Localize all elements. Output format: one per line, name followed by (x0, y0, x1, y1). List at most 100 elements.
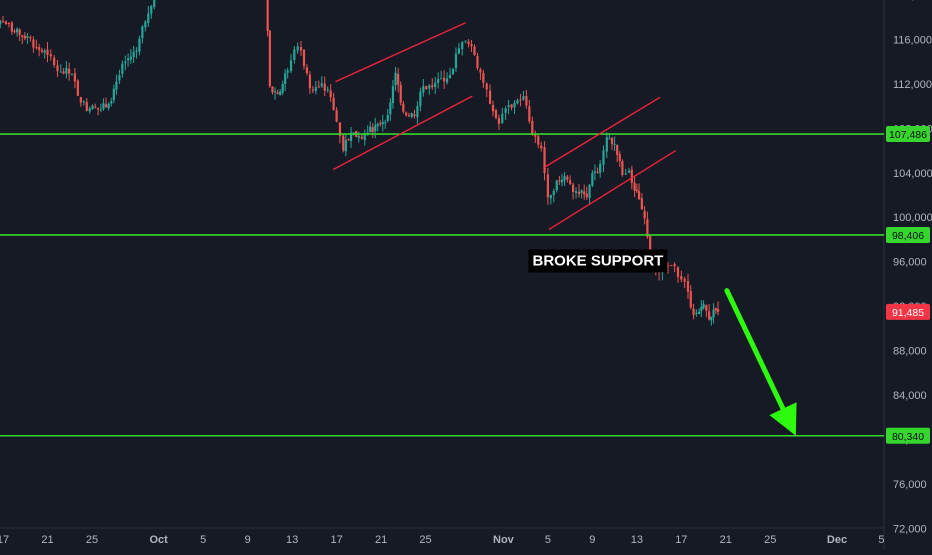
candle-body (273, 91, 277, 93)
candle-body (40, 49, 44, 52)
candle-body (53, 57, 56, 65)
candle-body (124, 61, 127, 64)
candle-body (268, 30, 271, 87)
candle-body (21, 35, 24, 37)
candle-body (91, 105, 94, 110)
candle-body (104, 104, 108, 108)
candle-body (485, 83, 488, 90)
down-arrow-head (769, 402, 797, 436)
candle-body (633, 182, 636, 191)
time-tick-label: 25 (419, 534, 431, 546)
candles (0, 0, 720, 326)
time-tick-label: 21 (41, 534, 53, 546)
candle-body (338, 122, 342, 136)
time-tick-label: Dec (827, 534, 847, 546)
candle-body (666, 265, 670, 267)
candle-body (445, 78, 449, 83)
candle-body (558, 180, 561, 182)
candle-body (624, 173, 627, 175)
time-tick-label: 9 (245, 534, 251, 546)
candle-body (537, 136, 540, 145)
candle-body (549, 194, 552, 199)
price-tick-label: 96,000 (893, 257, 927, 269)
candle-body (442, 77, 446, 82)
candle-body (13, 31, 16, 33)
target-price-tag (886, 427, 930, 444)
time-tick-label: 21 (375, 534, 387, 546)
candle-body (347, 139, 350, 141)
candle-body (394, 72, 397, 86)
candle-body (293, 49, 296, 60)
candle-body (349, 132, 353, 142)
candle-body (286, 70, 289, 73)
candle-body (96, 107, 100, 110)
candle-body (708, 311, 711, 320)
candle-body (314, 87, 317, 92)
candle-body (379, 123, 382, 125)
candle-body (431, 84, 434, 88)
candle-body (281, 83, 284, 93)
candle-body (464, 40, 467, 42)
candle-body (683, 278, 686, 282)
candle-body (543, 147, 546, 174)
candle-body (560, 179, 564, 183)
candle-body (627, 170, 631, 173)
candle-body (577, 191, 581, 194)
candle-body (540, 145, 543, 149)
candle-body (121, 63, 124, 74)
time-tick-label: 25 (764, 534, 776, 546)
candle-body (70, 73, 74, 75)
candle-body (389, 102, 392, 115)
price-tick-label: 112,000 (893, 79, 932, 91)
candle-body (473, 46, 476, 55)
candle-body (491, 104, 495, 112)
candle-body (147, 13, 150, 23)
candle-body (643, 210, 646, 219)
candle-body (289, 60, 293, 72)
candle-body (363, 133, 366, 141)
candle-body (470, 43, 473, 47)
candle-body (279, 91, 282, 95)
candle-body (26, 36, 29, 39)
candle-body (150, 6, 153, 14)
candle-body (38, 47, 41, 50)
candle-body (705, 305, 708, 311)
price-tick-label: 76,000 (893, 479, 927, 491)
time-tick-label: 5 (200, 534, 206, 546)
candle-body (569, 180, 572, 184)
candle-body (376, 123, 379, 127)
support-price-tag (886, 226, 930, 243)
candle-body (519, 99, 522, 101)
candle-body (571, 184, 575, 192)
candle-body (599, 163, 602, 173)
candle-body (332, 97, 335, 111)
candle-body (552, 190, 555, 195)
candle-body (501, 113, 504, 124)
candle-body (374, 125, 377, 132)
candle-body (630, 169, 633, 183)
candle-body (528, 106, 531, 122)
candle-body (305, 67, 309, 74)
candle-body (476, 55, 479, 69)
broke-support-text: BROKE SUPPORT (532, 252, 663, 269)
candle-body (673, 264, 676, 267)
candle-body (407, 115, 410, 117)
resistance-price-tag-text: 107,486 (889, 129, 927, 141)
candle-body (635, 189, 638, 192)
candle-body (467, 41, 470, 45)
candle-body (18, 29, 21, 35)
candle-body (461, 42, 464, 50)
candle-body (580, 190, 583, 193)
candle-body (488, 90, 492, 104)
candle-body (405, 112, 408, 116)
candle-body (1, 21, 5, 23)
time-tick-label: Oct (150, 534, 169, 546)
last-price-tag (886, 303, 930, 320)
candle-body (43, 50, 46, 53)
candle-body (534, 133, 537, 137)
candle-body (649, 235, 652, 259)
candle-body (369, 126, 372, 133)
